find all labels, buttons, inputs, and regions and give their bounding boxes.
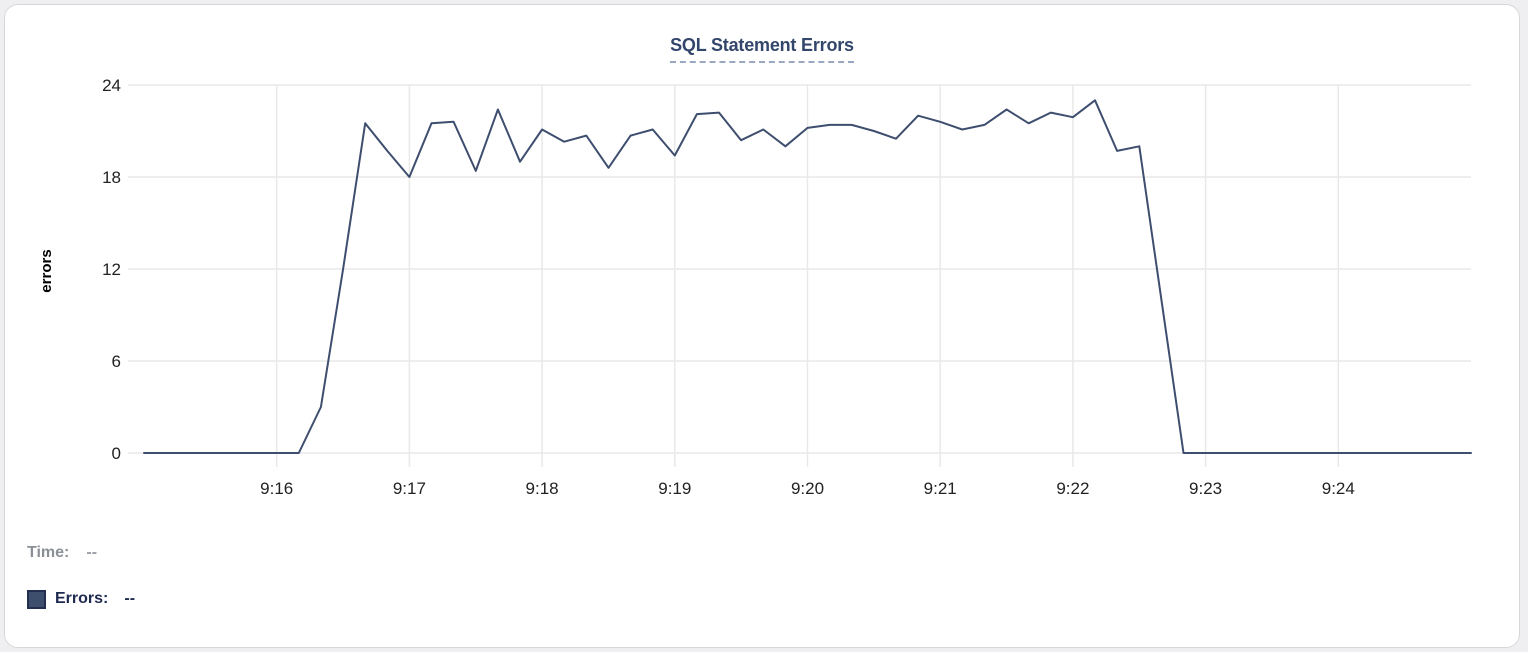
y-tick-label: 18: [102, 168, 121, 187]
x-tick-label: 9:22: [1056, 479, 1089, 498]
x-tick-label: 9:24: [1322, 479, 1355, 498]
x-tick-label: 9:21: [924, 479, 957, 498]
chart-card: 0 6 12 18 24 9:16 9:17 9:18 9:19 9:20 9:21 9:22 9:23…: [4, 4, 1520, 648]
errors-label: Errors:: [55, 590, 109, 607]
errors-value: --: [124, 590, 136, 607]
time-value: --: [86, 544, 98, 561]
y-tick-label: 12: [102, 260, 121, 279]
x-tick-label: 9:23: [1189, 479, 1222, 498]
chart-title[interactable]: SQL Statement Errors: [670, 35, 854, 63]
time-label: Time:: [27, 544, 70, 561]
x-tick-label: 9:20: [791, 479, 824, 498]
x-tick-label: 9:18: [526, 479, 559, 498]
x-tick-label: 9:17: [393, 479, 426, 498]
y-tick-label: 6: [112, 352, 121, 371]
hover-legend: Time: -- Errors: --: [27, 541, 135, 633]
legend-row-errors: Errors: --: [27, 587, 135, 611]
x-tick-label: 9:19: [658, 479, 691, 498]
y-axis-label: errors: [38, 249, 55, 292]
errors-series-swatch-icon: [27, 589, 46, 609]
errors-series-line[interactable]: [143, 99, 1472, 454]
y-tick-label: 0: [112, 444, 121, 463]
errors-line-chart[interactable]: 0 6 12 18 24 9:16 9:17 9:18 9:19 9:20 9:21 9:22 9:23…: [5, 5, 1520, 648]
x-tick-label: 9:16: [260, 479, 293, 498]
title-row: SQL Statement Errors: [5, 35, 1519, 63]
y-tick-label: 24: [102, 76, 121, 95]
legend-row-time: Time: --: [27, 541, 135, 565]
